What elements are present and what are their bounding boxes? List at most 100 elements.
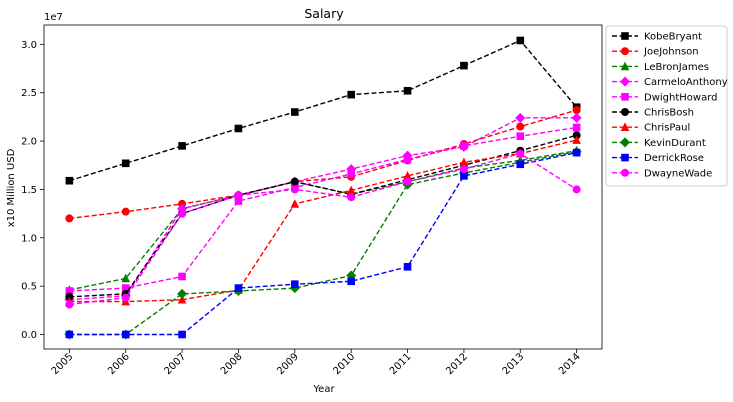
legend-label: DwayneWade: [644, 168, 712, 179]
legend-label: ChrisBosh: [644, 108, 694, 119]
legend-label: ChrisPaul: [644, 123, 690, 134]
series-line: [69, 152, 577, 336]
legend-entry: JoeJohnson: [612, 47, 699, 58]
data-point: [290, 185, 299, 194]
legend-marker: [621, 153, 629, 162]
series-line: [69, 152, 577, 306]
series-ChrisPaul: [65, 135, 581, 306]
x-axis-label: Year: [312, 384, 335, 395]
data-point: [459, 165, 468, 174]
y-tick-label: 3.0: [21, 40, 37, 51]
data-point: [572, 135, 581, 144]
legend-label: KevinDurant: [644, 138, 706, 149]
data-point: [572, 123, 581, 132]
data-point: [65, 176, 74, 185]
legend-label: KobeBryant: [644, 32, 702, 43]
data-point: [121, 330, 130, 339]
data-point: [347, 277, 355, 286]
legend-marker: [620, 76, 630, 87]
data-point: [234, 284, 243, 292]
series-line: [69, 126, 577, 292]
legend: KobeBryant JoeJohnson LeBronJames CarmeloAn…: [605, 25, 728, 187]
data-point: [403, 86, 412, 95]
data-point: [572, 185, 581, 194]
data-point: [178, 272, 186, 281]
series-JoeJohnson: [65, 106, 581, 223]
data-point: [516, 122, 525, 131]
legend-marker: [620, 137, 630, 148]
legend-entry: DwightHoward: [612, 92, 718, 103]
data-point: [234, 124, 243, 133]
series-line: [69, 150, 577, 291]
y-tick-label: 2.0: [21, 137, 37, 148]
data-point: [515, 112, 526, 123]
y-tick-label: 1.5: [21, 185, 37, 196]
legend-label: LeBronJames: [644, 62, 709, 73]
legend-label: DerrickRose: [644, 153, 704, 164]
data-point: [121, 293, 130, 302]
data-point: [65, 300, 74, 309]
legend-entry: KobeBryant: [612, 32, 702, 43]
data-point: [234, 197, 243, 205]
data-point: [178, 209, 187, 218]
data-point: [178, 142, 186, 150]
y-tick-label: 0.5: [21, 282, 37, 293]
data-point: [290, 177, 299, 186]
data-point: [65, 287, 74, 295]
data-point: [516, 36, 525, 45]
data-point: [403, 171, 412, 180]
data-point: [459, 157, 469, 167]
data-point: [65, 292, 74, 301]
legend-entry: CarmeloAnthony: [612, 76, 728, 88]
series-DerrickRose: [65, 148, 581, 339]
data-point: [121, 159, 130, 168]
data-point: [403, 262, 412, 271]
y-axis-offset-text: 1e7: [44, 12, 63, 23]
x-tick-label: 2014: [557, 351, 583, 377]
data-point: [460, 61, 468, 70]
legend-label: JoeJohnson: [643, 47, 699, 58]
legend-entry: DerrickRose: [612, 153, 704, 164]
series-line: [69, 39, 578, 182]
data-point: [121, 284, 130, 292]
y-axis-label: x10 Million USD: [6, 148, 17, 227]
x-tick-label: 2007: [162, 351, 188, 377]
legend-label: CarmeloAnthony: [644, 77, 728, 88]
series-CarmeloAnthony: [64, 112, 582, 305]
data-point: [177, 294, 187, 304]
data-point: [347, 90, 355, 99]
data-point: [347, 170, 355, 178]
data-point: [291, 108, 299, 116]
x-tick-label: 2008: [219, 351, 245, 377]
data-point: [460, 172, 468, 180]
data-point: [290, 199, 300, 208]
legend-label: DwightHoward: [644, 92, 718, 103]
data-point: [403, 177, 412, 186]
legend-entry: ChrisPaul: [612, 122, 690, 134]
data-point: [403, 155, 412, 164]
data-point: [234, 191, 243, 200]
legend-entry: KevinDurant: [612, 137, 706, 149]
x-tick-label: 2012: [444, 351, 470, 377]
data-point: [291, 280, 299, 288]
legend-entry: DwayneWade: [612, 168, 712, 179]
legend-entry: LeBronJames: [612, 61, 709, 73]
series-line: [69, 139, 577, 303]
legend-marker: [620, 122, 630, 131]
data-point: [572, 131, 581, 140]
y-tick-label: 1.0: [21, 233, 37, 244]
data-point: [516, 132, 525, 141]
legend-marker: [621, 108, 629, 116]
data-point: [178, 330, 186, 339]
data-point: [121, 273, 131, 283]
data-point: [177, 288, 188, 299]
series-line: [69, 109, 577, 220]
series-DwayneWade: [65, 149, 581, 309]
data-point: [516, 149, 525, 158]
data-point: [121, 207, 130, 216]
chart-title: Salary: [304, 6, 344, 21]
data-point: [516, 160, 525, 169]
x-tick-label: 2010: [332, 351, 358, 377]
data-point: [572, 106, 581, 115]
legend-entry: ChrisBosh: [612, 108, 694, 119]
